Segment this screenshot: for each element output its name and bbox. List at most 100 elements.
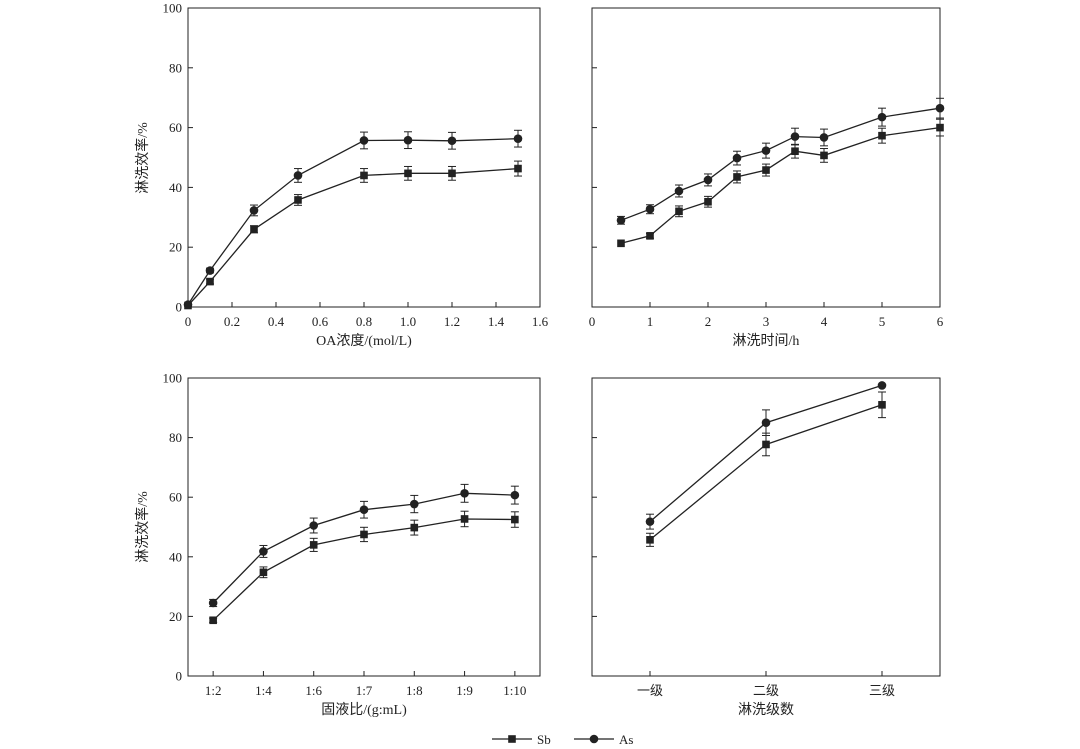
- x-tick-label: 4: [821, 314, 828, 329]
- data-point: [514, 164, 522, 173]
- data-point: [791, 147, 799, 156]
- x-tick-label: 0.4: [268, 314, 285, 329]
- x-tick-label: 1:10: [503, 683, 526, 698]
- y-tick-label: 60: [169, 120, 182, 135]
- x-tick-label: 0.2: [224, 314, 240, 329]
- data-point: [732, 153, 742, 163]
- x-tick-label: 三级: [869, 683, 895, 698]
- series-sb: [646, 391, 886, 547]
- x-tick-label: 2: [705, 314, 712, 329]
- data-point: [404, 169, 412, 178]
- data-point: [360, 530, 368, 539]
- data-point: [209, 616, 217, 625]
- legend-marker: [508, 735, 516, 743]
- x-tick-label: 3: [763, 314, 770, 329]
- x-tick-label: 1:2: [205, 683, 222, 698]
- data-point: [646, 232, 654, 240]
- series-as: [208, 483, 520, 608]
- data-point: [645, 517, 655, 526]
- series-line: [620, 126, 941, 244]
- legend-label: As: [619, 732, 633, 747]
- panel-2: 0 1 2 3 4 5 6 淋洗时间/h: [589, 7, 945, 349]
- data-point: [617, 239, 625, 248]
- data-point: [878, 401, 886, 409]
- x-tick-label: 1.6: [532, 314, 549, 329]
- data-point: [820, 151, 828, 160]
- x-axis-label: OA浓度/(mol/L): [316, 333, 412, 349]
- data-point: [616, 215, 626, 225]
- data-point: [447, 136, 457, 146]
- data-point: [208, 598, 218, 608]
- data-point: [733, 173, 741, 181]
- data-point: [460, 489, 469, 498]
- data-point: [513, 134, 523, 143]
- x-tick-label: 1:8: [406, 683, 423, 698]
- y-tick-label: 60: [169, 490, 182, 505]
- data-point: [936, 123, 944, 132]
- data-point: [359, 136, 369, 145]
- data-point: [309, 541, 318, 549]
- y-tick-label: 100: [163, 1, 183, 16]
- plot-frame: [187, 7, 541, 308]
- x-tick-label: 二级: [753, 683, 779, 698]
- data-point: [761, 146, 771, 155]
- data-point: [359, 505, 369, 515]
- legend-marker: [589, 734, 599, 744]
- x-tick-label: 1:7: [356, 683, 373, 698]
- data-point: [249, 206, 259, 215]
- x-tick-label: 1.2: [444, 314, 460, 329]
- x-tick-label: 6: [937, 314, 944, 329]
- y-tick-label: 100: [163, 371, 183, 386]
- series-sb: [617, 118, 944, 248]
- y-axis-label: 淋洗效率/%: [134, 491, 151, 563]
- y-tick-label: 0: [176, 669, 183, 684]
- x-tick-label: 1:9: [456, 683, 473, 698]
- x-tick-label: 0: [589, 314, 596, 329]
- series-sb: [184, 160, 522, 310]
- data-point: [448, 169, 456, 178]
- x-tick-label: 0: [185, 314, 192, 329]
- y-axis-label: 淋洗效率/%: [134, 122, 151, 194]
- legend: Sb As: [492, 732, 633, 747]
- x-axis-label: 淋洗级数: [738, 702, 794, 718]
- data-point: [675, 207, 683, 216]
- data-point: [259, 568, 268, 577]
- data-point: [460, 515, 469, 523]
- data-point: [205, 266, 215, 275]
- x-tick-label: 1.0: [400, 314, 416, 329]
- data-point: [877, 112, 887, 122]
- data-point: [645, 204, 655, 214]
- x-tick-label: 0.8: [356, 314, 372, 329]
- data-point: [674, 186, 684, 196]
- panel-3: 0 20 40 60 80 100 1:2 1:4 1:6 1:7 1:8 1:9 1:10 固液比/(g…: [134, 371, 541, 718]
- data-point: [704, 197, 712, 206]
- x-tick-label: 1:6: [305, 683, 322, 698]
- data-point: [360, 171, 368, 180]
- data-point: [206, 277, 214, 286]
- data-point: [761, 418, 771, 428]
- y-tick-label: 40: [169, 180, 182, 195]
- data-point: [935, 103, 945, 113]
- data-point: [510, 490, 520, 500]
- data-point: [790, 132, 800, 141]
- y-tick-label: 20: [169, 609, 182, 624]
- series-sb: [209, 510, 519, 625]
- data-point: [646, 536, 654, 544]
- data-point: [703, 175, 713, 185]
- x-axis-label: 淋洗时间/h: [733, 333, 800, 349]
- legend-item-sb: Sb: [492, 732, 551, 747]
- data-point: [819, 133, 829, 142]
- x-tick-label: 1.4: [488, 314, 505, 329]
- data-point: [403, 135, 413, 145]
- data-point: [294, 196, 302, 204]
- y-tick-label: 20: [169, 240, 182, 255]
- series-line: [620, 107, 941, 221]
- panel-1: 0 20 40 60 80 100 0 0.2 0.4 0.6 0.8 1.0 1.2 1.4 1.6 OA浓…: [134, 1, 549, 350]
- x-tick-label: 1:4: [255, 683, 272, 698]
- y-tick-label: 40: [169, 549, 182, 564]
- data-point: [183, 300, 193, 309]
- legend-label: Sb: [537, 732, 551, 747]
- y-tick-label: 0: [176, 300, 183, 315]
